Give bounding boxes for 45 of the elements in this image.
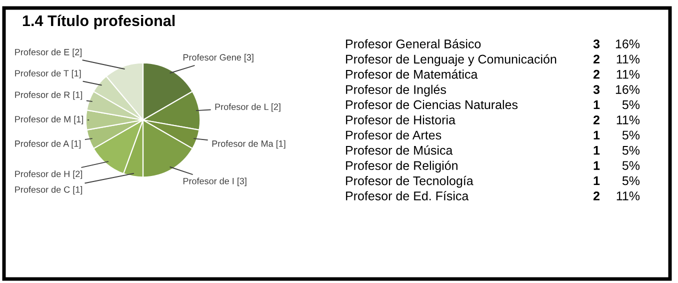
data-label: 3 bbox=[593, 85, 600, 94]
data-label: Profesor Gene [3] bbox=[183, 54, 254, 62]
data-label: Profesor de E [2] bbox=[15, 48, 82, 58]
category-label: Profesor de Inglés bbox=[346, 84, 446, 96]
data-label: 2 bbox=[593, 192, 600, 200]
category-label: Profesor General Básico bbox=[346, 39, 481, 48]
data-label: 2 bbox=[593, 54, 600, 64]
data-label: 1 bbox=[594, 100, 600, 110]
data-label: 5% bbox=[622, 130, 640, 140]
data-label: Profesor de H [2] bbox=[15, 170, 82, 179]
category-label: Profesor de Lenguaje y Comunicación bbox=[346, 54, 556, 66]
data-label: 16% bbox=[616, 40, 640, 48]
data-label: Profesor de Ma [1] bbox=[212, 140, 286, 149]
data-label: 16% bbox=[616, 85, 640, 94]
data-label: 5% bbox=[622, 146, 640, 155]
data-label: Profesor de C [1] bbox=[15, 186, 82, 195]
data-label: 5% bbox=[622, 161, 640, 170]
category-label: Profesor de Religión bbox=[346, 160, 458, 172]
category-label: Profesor de Ed. Física bbox=[346, 191, 469, 200]
category-label: Profesor de Música bbox=[346, 145, 453, 155]
data-label: 5% bbox=[622, 176, 640, 186]
data-label: Profesor de A [1] bbox=[15, 140, 81, 149]
data-label: 11% bbox=[616, 54, 640, 64]
category-label: Profesor de Tecnología bbox=[346, 176, 474, 188]
category-label: Profesor de Artes bbox=[346, 130, 442, 140]
data-label: Profesor de T [1] bbox=[15, 70, 81, 78]
data-label: 1 bbox=[594, 146, 600, 155]
data-label: 11% bbox=[616, 70, 640, 79]
data-label: 1 bbox=[594, 161, 600, 170]
category-label: Profesor de Matemática bbox=[346, 69, 478, 79]
data-label: Profesor de M [1] bbox=[15, 116, 84, 124]
category-label: Profesor de Historia bbox=[346, 115, 456, 124]
category-label: Profesor de Ciencias Naturales bbox=[346, 100, 518, 110]
chart-title: 1.4 Título profesional bbox=[22, 14, 175, 30]
data-label: 11% bbox=[616, 116, 640, 124]
data-label: 5% bbox=[622, 100, 640, 110]
data-label: Profesor de R [1] bbox=[15, 91, 82, 100]
data-label: 1 bbox=[594, 176, 600, 186]
data-label: 2 bbox=[593, 70, 600, 79]
data-label: 2 bbox=[593, 116, 600, 124]
data-label: Profesor de I [3] bbox=[183, 178, 246, 186]
data-label: 11% bbox=[616, 192, 640, 200]
data-label: Profesor de L [2] bbox=[215, 103, 280, 112]
data-label: 1 bbox=[594, 130, 600, 140]
data-label: 3 bbox=[593, 40, 600, 48]
